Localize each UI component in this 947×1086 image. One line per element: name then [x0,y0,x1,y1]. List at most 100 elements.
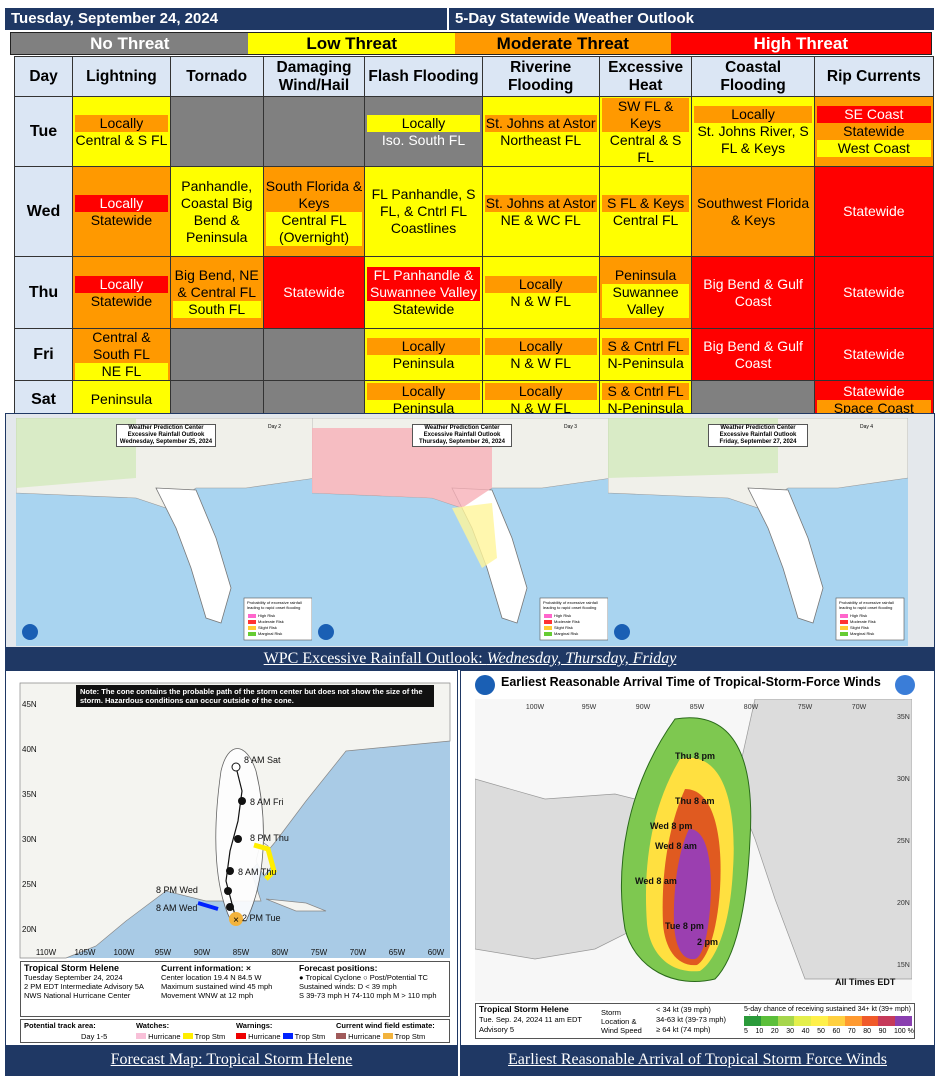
longitude-label: 75W [798,704,813,711]
threat-text: FL Panhandle, S FL, & Cntrl FL Coastline… [371,186,476,236]
threat-text: South Florida & Keys [265,177,363,211]
warning-hurricane: Hurricane [248,1032,281,1041]
threat-text: Suwannee Valley [601,284,690,318]
threat-text: Panhandle, Coastal Big Bend & Peninsula [180,177,253,245]
map-day-label: Day 3 [564,424,578,430]
threat-text: Locally [367,382,480,400]
arrival-time-label: Wed 8 am [635,876,677,886]
forecast-position-label: 8 PM Thu [250,833,289,843]
threat-text: Southwest Florida & Keys [697,194,810,228]
latitude-label: 40N [22,745,37,754]
longitude-label: 65W [389,948,406,957]
arrival-time-label: Thu 8 am [675,796,715,806]
wind-estimate-label: Current wind field estimate: [336,1021,435,1030]
trop-storm-warning-yucatan [197,901,219,911]
arrival-map-panel: Earliest Reasonable Arrival Time of Trop… [460,670,935,1046]
scale-swatch [794,1016,812,1026]
cone-note: Note: The cone contains the probable pat… [76,685,434,707]
threat-cell: Statewide Space Coast [813,380,935,419]
forecast-position-label: 8 AM Thu [238,867,276,877]
scale-label: 70 [847,1028,856,1035]
threat-text: Central & S FL [75,131,168,148]
scale-label: 10 [755,1028,764,1035]
latitude-label: 35N [22,790,37,799]
longitude-label: 60W [428,948,445,957]
scale-swatch [895,1016,912,1026]
track-area-label: Potential track area: [24,1021,96,1030]
threat-text: St. Johns at Astor [484,114,597,132]
threat-text: St. Johns River, S FL & Keys [697,123,809,156]
threat-text: West Coast [816,140,931,157]
cone-current-line: Center location 19.4 N 84.5 W [161,973,262,982]
threat-cell: S & Cntrl FL N-Peninsula [598,380,693,419]
threat-cell: Locally Statewide [72,256,171,329]
day-cell: Wed [13,166,74,257]
threat-text: St. Johns at Astor [484,194,597,212]
forecast-position-label: 8 AM Fri [250,797,284,807]
speed-mid: 34-63 kt (39-73 mph) [656,1015,727,1024]
threat-cell: Locally Peninsula [364,380,483,419]
scale-swatch [744,1016,761,1026]
cone-map-caption: Forecast Map: Tropical Storm Helene [5,1046,458,1076]
florida [155,487,232,624]
header-divider [447,8,449,30]
threat-text: FL Panhandle & Suwannee Valley [367,267,480,301]
longitude-label: 90W [194,948,211,957]
rainfall-map-svg [608,418,908,641]
wind-field [229,912,243,926]
cone-info-box: Tropical Storm Helene Tuesday September … [20,961,450,1017]
longitude-label: 105W [75,948,96,957]
threat-text: SW FL & Keys [601,97,690,132]
day-cell: Fri [13,328,74,381]
threat-legend: No Threat Low Threat Moderate Threat Hig… [10,32,932,55]
arrival-key: Tropical Storm Helene Tue. Sep. 24, 2024… [475,1003,915,1039]
longitude-label: 100W [526,704,545,711]
threat-cell: Locally Peninsula [364,328,483,381]
threat-text: Statewide [283,284,345,300]
scale-swatch [811,1016,828,1026]
longitude-label: 75W [311,948,328,957]
threat-cell: SW FL & Keys Central & S FL [598,96,693,167]
wpc-outlook-panel: Weather Prediction Center Excessive Rainf… [5,413,935,648]
arrival-time-label: Wed 8 am [655,841,697,851]
threat-cell: Locally N & W FL [481,256,600,329]
arrival-title: Earliest Reasonable Arrival Time of Trop… [501,675,881,689]
header-title: 5-Day Statewide Weather Outlook [455,10,694,27]
watch-trop-stm: Trop Stm [194,1032,226,1041]
header-bar: Tuesday, September 24, 2024 5-Day Statew… [5,8,934,30]
track-point [234,835,242,843]
threat-text: NE & WC FL [500,211,581,228]
threat-text: Statewide [843,346,905,362]
threat-text: Statewide [90,211,153,228]
threat-cell: Big Bend, NE & Central FL South FL [169,256,264,329]
latitude-label: 20N [22,925,37,934]
longitude-label: 80W [744,704,759,711]
table-row: Sat Peninsula Locally Peninsula Locally N & W… [13,380,935,419]
forecast-position-label: 2 PM Tue [242,913,281,923]
rainfall-map-svg [312,418,612,641]
header-date: Tuesday, September 24, 2024 [11,10,219,27]
threat-cell: Southwest Florida & Keys [691,166,815,257]
threat-text: Locally [75,194,168,212]
column-header: Day [13,56,74,97]
cone-forecast-line: Sustained winds: D < 39 mph [299,982,397,991]
threat-text: N-Peninsula [607,354,684,371]
forecast-position-label: 8 AM Sat [244,755,281,765]
column-header: Coastal Flooding [691,56,815,97]
wpc-caption-days: Wednesday, Thursday, Friday [486,650,677,667]
threat-cell: St. Johns at Astor NE & WC FL [481,166,600,257]
noaa-logo-icon [475,675,495,695]
threat-cell: Locally Statewide [72,166,171,257]
table-row: Wed Locally Statewide Panhandle, Coastal Bi… [13,166,935,257]
watches-label: Watches: [136,1021,170,1030]
threat-cell: Locally Iso. South FL [364,96,483,167]
threat-text: Locally [484,382,597,400]
threat-text: Locally [694,106,812,123]
probability-scale [744,1016,912,1026]
forecast-position-label: 8 PM Wed [156,885,198,895]
scale-swatch [844,1016,862,1026]
longitude-label: 90W [636,704,651,711]
table-row: Thu Locally Statewide Big Bend, NE & Centra… [13,256,935,329]
threat-cell: Locally N & W FL [481,328,600,381]
threat-text: Peninsula [90,391,153,407]
